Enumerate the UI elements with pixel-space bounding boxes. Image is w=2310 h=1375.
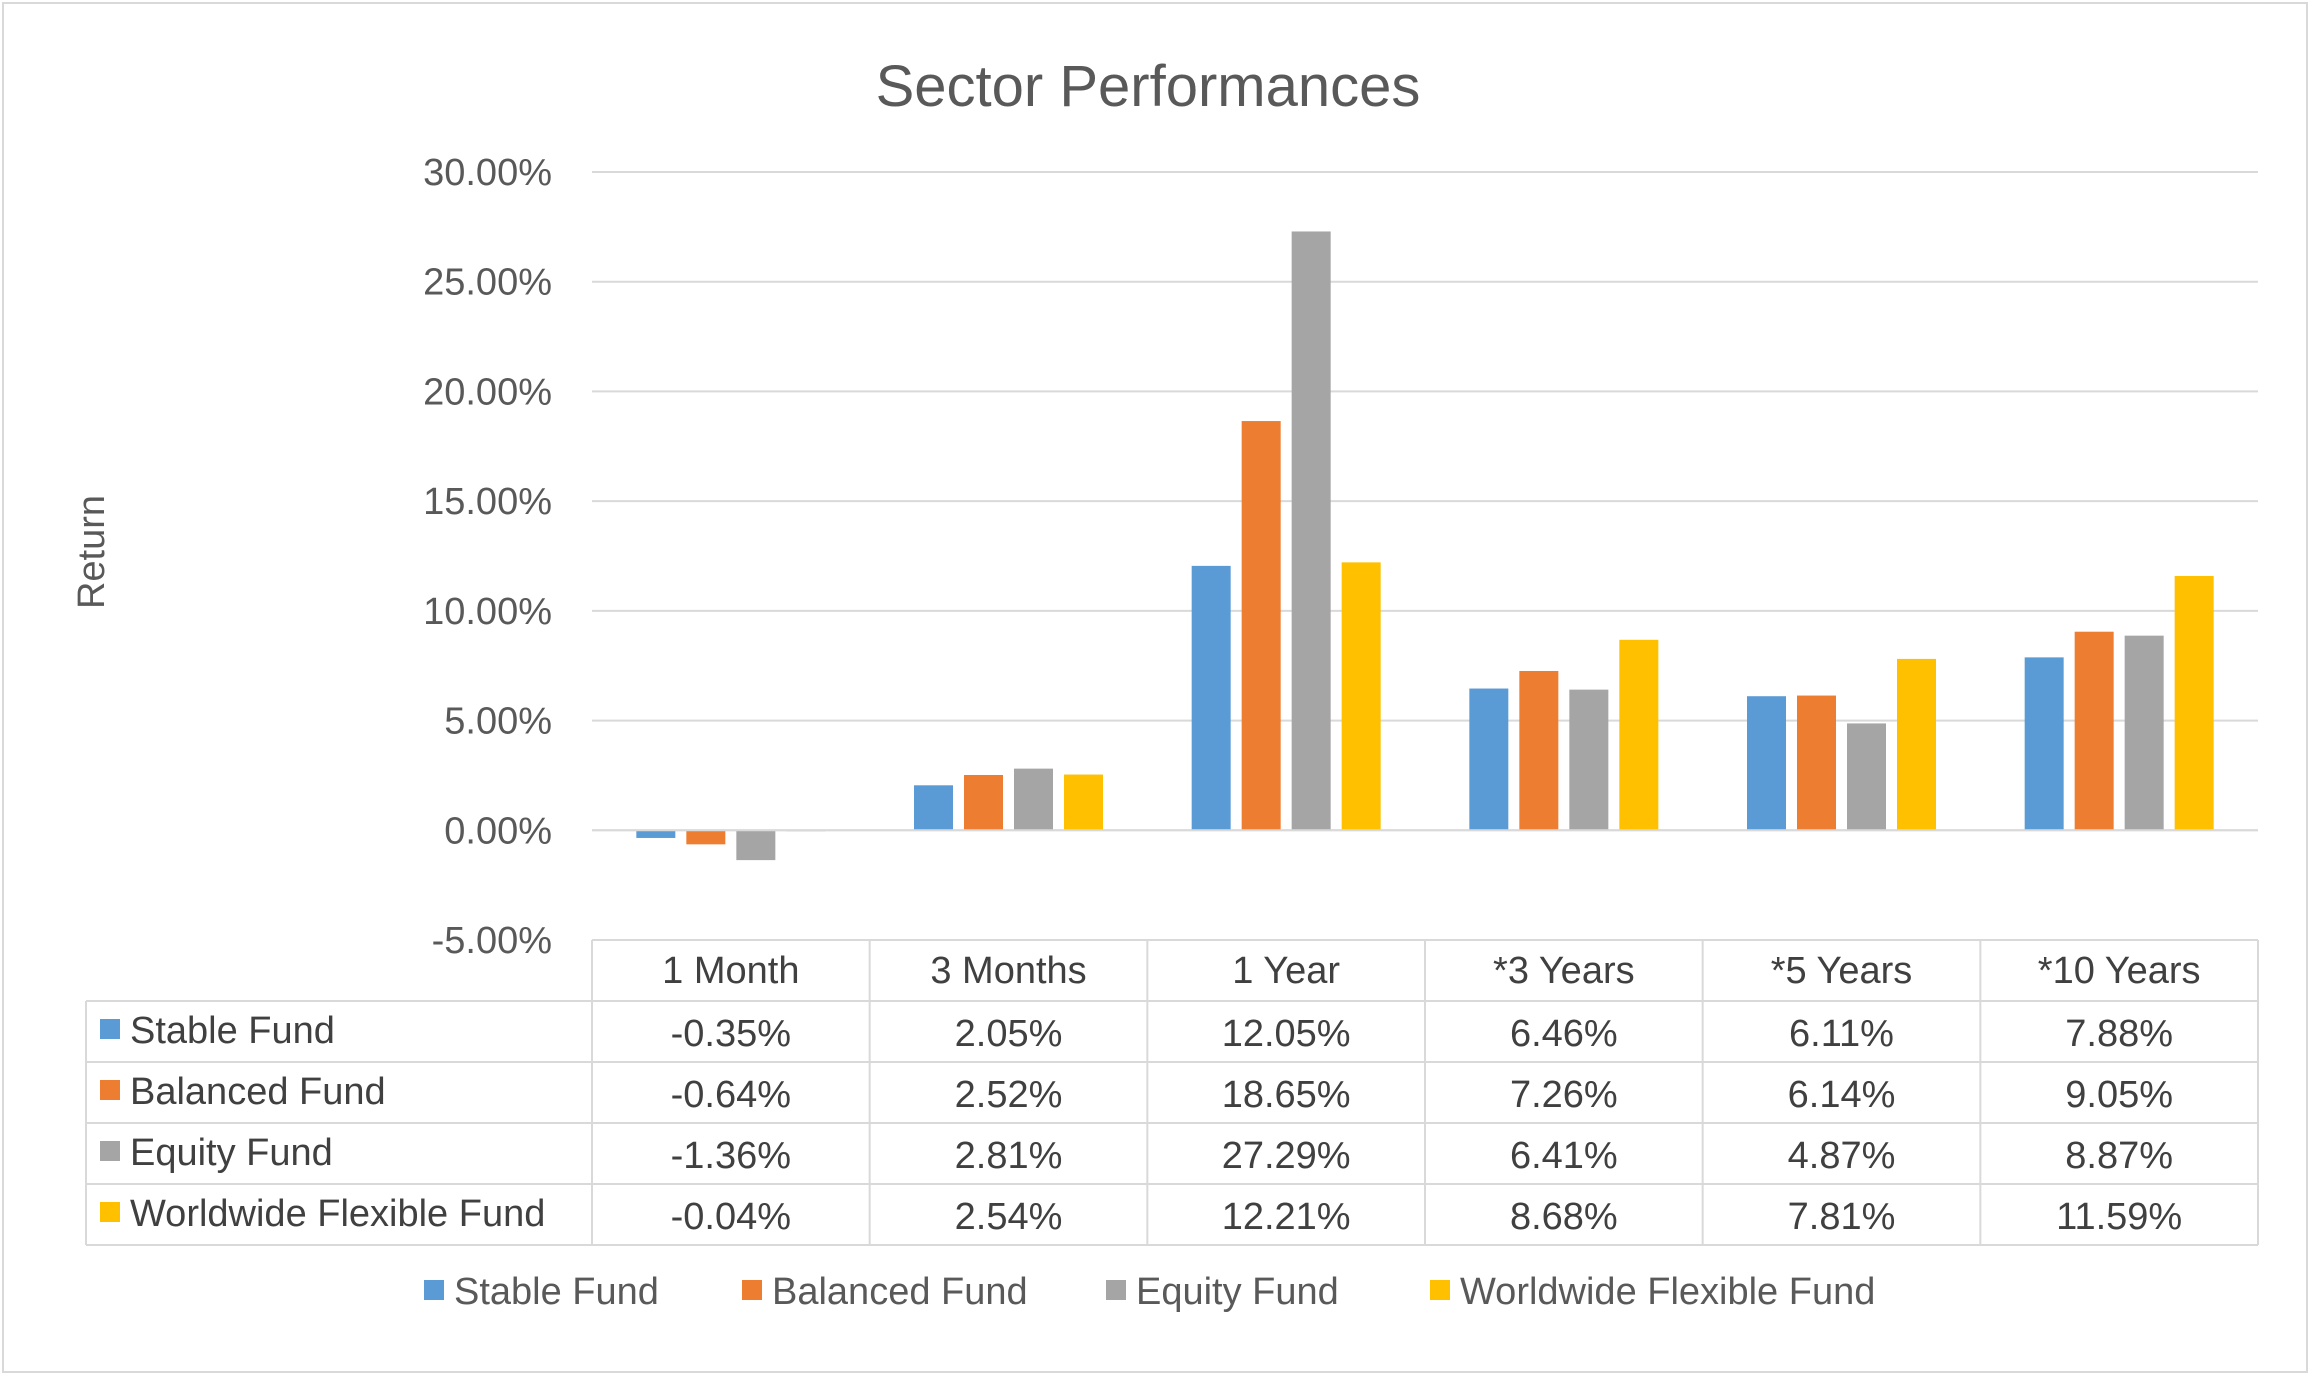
bar (1014, 768, 1053, 831)
table-legend-key (100, 1141, 120, 1161)
bar (1241, 421, 1281, 831)
table-cell-value: -0.64% (671, 1074, 791, 1116)
table-series-name: Stable Fund (130, 1010, 335, 1052)
bar (2074, 631, 2114, 831)
table-cell-value: -0.35% (671, 1013, 791, 1055)
y-tick-label: 30.00% (423, 152, 552, 194)
bar (1519, 670, 1559, 831)
table-cell-value: 8.68% (1510, 1196, 1618, 1238)
table-cell-value: 2.54% (955, 1196, 1063, 1238)
bar (1064, 774, 1103, 831)
table-cell-value: 2.05% (955, 1013, 1063, 1055)
y-tick-labels: -5.00% 0.00% 5.00% 10.00% 15.00% 20.00% 25.00%… (423, 152, 552, 962)
bar (686, 830, 726, 845)
gridlines (592, 171, 2258, 832)
table-series-name: Equity Fund (130, 1132, 333, 1174)
bar (1797, 695, 1836, 831)
table-cell-value: 7.81% (1788, 1196, 1896, 1238)
table-legend-key (100, 1080, 120, 1100)
bar (2174, 575, 2214, 831)
table-cell-value: 7.26% (1510, 1074, 1618, 1116)
table-cell-value: 6.14% (1788, 1074, 1896, 1116)
y-axis-label: Return (71, 495, 113, 609)
y-tick-label: 0.00% (444, 810, 552, 852)
bar (736, 830, 776, 861)
table-cell-value: -1.36% (671, 1135, 791, 1177)
legend-label: Equity Fund (1136, 1271, 1339, 1313)
bar (1847, 723, 1886, 831)
table-cell-value: 6.46% (1510, 1013, 1618, 1055)
bar (2124, 635, 2164, 831)
legend-key (1106, 1280, 1126, 1300)
bar (1619, 639, 1659, 831)
legend-key (1430, 1280, 1450, 1300)
table-cell-value: -0.04% (671, 1196, 791, 1238)
table-legend-key (100, 1202, 120, 1222)
legend-label: Balanced Fund (772, 1271, 1028, 1313)
table-cell-value: 7.88% (2065, 1013, 2173, 1055)
bars (592, 231, 2258, 861)
category-label: 1 Year (1232, 950, 1340, 992)
legend-key (424, 1280, 444, 1300)
table-cell-value: 12.05% (1222, 1013, 1351, 1055)
chart-svg: Sector Performances Return -5.00% 0.00% 5.… (71, 54, 2259, 1313)
bar (1897, 658, 1936, 831)
bar (1291, 231, 1331, 831)
legend: Stable Fund Balanced Fund Equity Fund World… (424, 1271, 1875, 1313)
bar (1569, 689, 1609, 831)
category-label: *3 Years (1493, 950, 1635, 992)
y-tick-label: 20.00% (423, 371, 552, 413)
y-tick-label: 5.00% (444, 701, 552, 743)
bar (636, 830, 676, 838)
category-label: *10 Years (2038, 950, 2201, 992)
bar (1341, 562, 1381, 831)
chart-title: Sector Performances (876, 54, 1421, 119)
table-cell-value: 8.87% (2065, 1135, 2173, 1177)
bar (914, 785, 953, 831)
table-cell-value: 6.11% (1789, 1013, 1894, 1055)
category-label: 3 Months (930, 950, 1086, 992)
bar (1191, 565, 1231, 831)
table-cell-value: 12.21% (1222, 1196, 1351, 1238)
y-tick-label: 25.00% (423, 262, 552, 304)
y-tick-label: 10.00% (423, 591, 552, 633)
legend-key (742, 1280, 762, 1300)
table-cell-value: 2.52% (955, 1074, 1063, 1116)
table-cell-value: 6.41% (1510, 1135, 1618, 1177)
table-cell-value: 27.29% (1222, 1135, 1351, 1177)
category-label: 1 Month (662, 950, 799, 992)
bar (964, 774, 1003, 831)
table-legend-key (100, 1019, 120, 1039)
bar (2024, 657, 2064, 831)
table-series-name: Balanced Fund (130, 1071, 386, 1113)
data-table: 1 Month 3 Months 1 Year *3 Years *5 Years *10… (85, 939, 2259, 1246)
legend-label: Stable Fund (454, 1271, 659, 1313)
category-label: *5 Years (1771, 950, 1913, 992)
table-cell-value: 18.65% (1222, 1074, 1351, 1116)
bar (1747, 696, 1786, 831)
table-cell-value: 2.81% (955, 1135, 1063, 1177)
y-tick-label: -5.00% (432, 920, 552, 962)
bar (1469, 688, 1509, 831)
table-series-name: Worldwide Flexible Fund (130, 1193, 545, 1235)
legend-label: Worldwide Flexible Fund (1460, 1271, 1875, 1313)
y-tick-label: 15.00% (423, 481, 552, 523)
table-cell-value: 9.05% (2065, 1074, 2173, 1116)
table-cell-value: 4.87% (1788, 1135, 1896, 1177)
table-cell-value: 11.59% (2056, 1196, 2182, 1238)
